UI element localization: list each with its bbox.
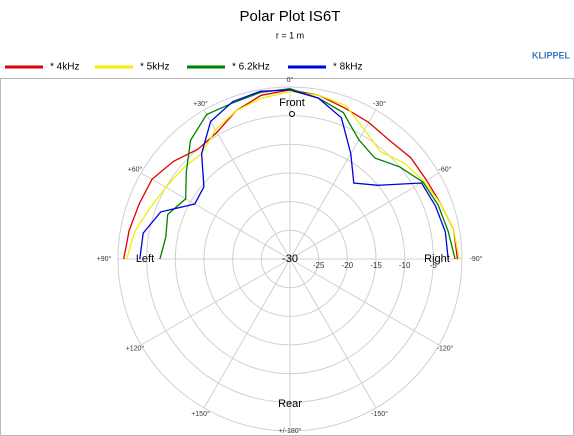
annotation: Front <box>279 97 305 109</box>
grid-spoke <box>289 258 440 346</box>
grid-spoke <box>289 258 377 409</box>
angle-tick-label: 0° <box>287 76 294 84</box>
grid-spoke <box>203 258 291 409</box>
chart-title: Polar Plot IS6T <box>240 8 341 25</box>
r-tick-label: -10 <box>399 261 411 270</box>
r-tick-label: -25 <box>313 261 325 270</box>
annotation: Left <box>136 253 154 265</box>
plot <box>123 88 460 260</box>
brand: KLIPPEL <box>532 50 571 60</box>
grid-spoke <box>203 109 291 260</box>
series-line <box>159 88 456 260</box>
r-tick-label: -30 <box>282 253 298 265</box>
labels: -30 -25 -20 -15 -10 -5 0° +30° -30° +60° -60° +90° -… <box>97 76 483 435</box>
angle-tick-label: -120° <box>437 344 454 352</box>
annotation: Right <box>424 253 450 265</box>
legend-label: * 5kHz <box>140 62 169 73</box>
r-tick-label: -15 <box>370 261 382 270</box>
legend-label: * 8kHz <box>333 62 362 73</box>
annotation: Rear <box>278 398 302 410</box>
angle-tick-label: -60° <box>439 165 452 173</box>
series-line <box>125 90 460 260</box>
angle-tick-label: -30° <box>373 100 386 108</box>
chart-subtitle: r = 1 m <box>276 30 304 40</box>
angle-tick-label: +150° <box>191 410 210 418</box>
legend-label: * 6.2kHz <box>232 62 270 73</box>
grid-spoke <box>289 109 377 260</box>
series-line <box>139 89 449 260</box>
front-marker <box>289 111 295 117</box>
r-tick-label: -5 <box>430 261 438 270</box>
angle-tick-label: +120° <box>126 344 145 352</box>
grid-spoke <box>140 258 291 346</box>
legend-label: * 4kHz <box>50 62 79 73</box>
r-tick-label: -20 <box>342 261 354 270</box>
angle-tick-label: +/-180° <box>279 427 302 435</box>
angle-tick-label: -90° <box>470 255 483 263</box>
grid-spoke <box>289 172 440 260</box>
angle-tick-label: +60° <box>128 165 143 173</box>
angle-tick-label: +30° <box>193 100 208 108</box>
angle-tick-label: +90° <box>97 255 112 263</box>
angle-tick-label: -150° <box>371 410 388 418</box>
